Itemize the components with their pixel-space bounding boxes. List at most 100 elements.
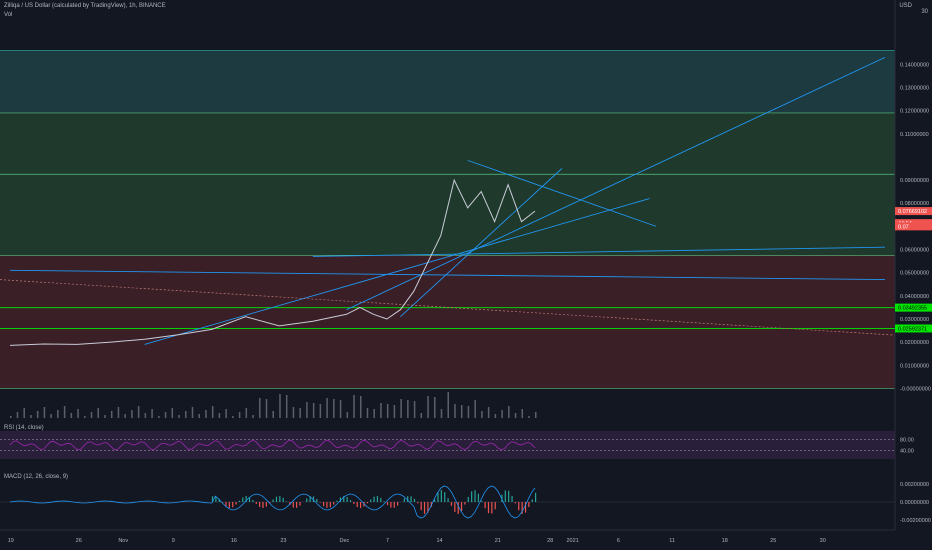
macd-bar (457, 502, 459, 514)
macd-bar (346, 497, 348, 502)
macd-bar (407, 496, 409, 502)
volume-bar (535, 412, 537, 418)
x-tick-label: 18 (722, 538, 728, 544)
macd-tick-label: 0.00200000 (900, 482, 929, 488)
macd-bar (349, 500, 352, 502)
y-tick-label: 0.12000000 (900, 109, 929, 115)
volume-bar (77, 409, 79, 418)
macd-bar (245, 496, 247, 502)
volume-bar (299, 408, 301, 418)
rsi-label: RSI (14, close) (4, 425, 44, 431)
macd-bar (259, 502, 261, 507)
macd-line (9, 485, 536, 519)
macd-bar (511, 495, 513, 502)
volume-bar (16, 412, 19, 418)
rsi-line (9, 439, 536, 451)
macd-bar (269, 502, 271, 504)
volume-bar (232, 416, 234, 418)
volume-bar (225, 409, 227, 418)
macd-bar (481, 500, 483, 502)
volume-bar (386, 404, 389, 418)
right-label: 0.07 (898, 224, 909, 230)
macd-bar (410, 496, 412, 502)
macd-bar (225, 502, 227, 507)
macd-bar (265, 502, 267, 507)
last-price-tag (895, 207, 932, 216)
macd-bar (215, 496, 217, 502)
macd-bar (336, 500, 338, 502)
macd-bar (343, 496, 345, 502)
macd-bar (282, 497, 284, 502)
volume-bar (43, 407, 46, 418)
y-tick-label: -0.00000000 (900, 386, 931, 392)
macd-bar (255, 502, 257, 504)
x-tick-label: 26 (76, 538, 82, 544)
volume-bar (124, 414, 126, 418)
volume-bar (494, 414, 497, 418)
macd-bar (275, 496, 278, 502)
macd-bar (228, 502, 230, 508)
y-tick-label: 0.13000000 (900, 85, 929, 91)
macd-bar (434, 499, 436, 502)
volume-bar (501, 410, 503, 418)
macd-bar (403, 498, 405, 502)
macd-bar (477, 493, 479, 502)
volume-bar (252, 415, 254, 418)
volume-bar (178, 415, 180, 418)
x-tick-label: 9 (172, 538, 175, 544)
volume-bar (312, 403, 315, 418)
volume-label: Vol (4, 12, 13, 18)
macd-bar (279, 496, 281, 502)
y-tick-label: 0.03000000 (900, 317, 929, 323)
volume-bar (474, 400, 476, 418)
volume-bar (218, 413, 221, 418)
macd-bar (235, 502, 237, 505)
macd-bar (514, 502, 517, 504)
macd-bar (386, 502, 389, 506)
volume-bar (467, 406, 470, 418)
macd-histogram (211, 490, 537, 514)
macd-bar (363, 502, 365, 507)
volume-bar (259, 398, 261, 418)
y-tick-label: 0.06000000 (900, 248, 929, 254)
volume-bar (292, 407, 295, 418)
currency-label: USD (899, 3, 912, 9)
volume-bar (191, 407, 194, 418)
macd-bar (460, 502, 463, 512)
macd-bar (326, 502, 328, 508)
macd-bar (360, 502, 362, 508)
macd-bar (319, 502, 321, 503)
macd-bar (474, 490, 476, 502)
macd-bar (467, 496, 469, 502)
macd-bar (397, 502, 399, 506)
macd-bar (417, 502, 419, 504)
macd-bar (356, 502, 358, 507)
x-tick-label: 25 (770, 538, 776, 544)
rsi-band (0, 431, 895, 459)
trendline (467, 159, 657, 227)
macd-bar (531, 499, 533, 502)
right-label: 0.03492355 (898, 306, 927, 312)
trendline (346, 56, 886, 311)
macd-bar (211, 496, 214, 502)
volume-bar (420, 413, 423, 418)
macd-bar (322, 502, 325, 507)
macd-bar (484, 502, 486, 509)
macd-bar (218, 498, 220, 502)
volume-bar (144, 413, 147, 418)
volume-bar (272, 411, 274, 418)
volume-bar (158, 416, 160, 418)
x-tick-label: 30 (820, 538, 826, 544)
volume-bar (84, 416, 86, 418)
volume-bar (434, 397, 436, 418)
macd-bar (524, 502, 527, 513)
dashed-trendline (0, 279, 896, 336)
volume-bar (131, 410, 133, 418)
volume-bar (487, 407, 490, 418)
top-right-value: 30 (921, 9, 928, 15)
zone-red (0, 255, 895, 389)
volume-bar (171, 408, 174, 418)
x-tick-label: 23 (280, 538, 286, 544)
y-tick-label: 0.05000000 (900, 271, 929, 277)
